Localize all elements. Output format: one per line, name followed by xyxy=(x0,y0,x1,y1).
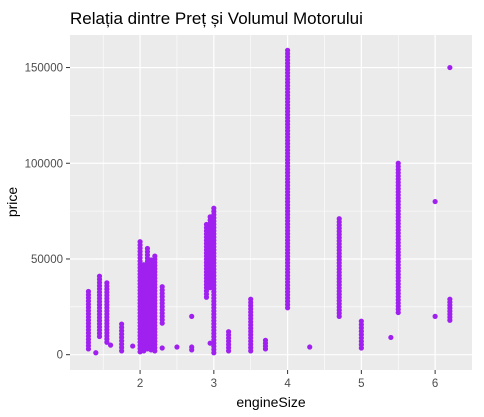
data-point xyxy=(225,329,232,335)
data-point xyxy=(447,64,453,71)
x-tick-label: 2 xyxy=(137,378,143,390)
data-point xyxy=(207,340,213,346)
x-tick-label: 5 xyxy=(358,378,364,390)
x-tick-label: 4 xyxy=(284,378,291,390)
data-point xyxy=(388,334,394,341)
data-point xyxy=(447,296,453,302)
data-point xyxy=(119,321,125,327)
data-point xyxy=(307,344,313,350)
data-points xyxy=(85,47,453,356)
x-tick-label: 6 xyxy=(432,378,438,390)
data-point xyxy=(96,273,103,279)
data-point xyxy=(141,262,147,268)
x-axis-title: engineSize xyxy=(236,394,305,410)
data-point xyxy=(336,216,342,222)
data-point xyxy=(248,296,254,302)
y-tick-label: 100000 xyxy=(25,158,63,170)
data-point xyxy=(107,342,114,348)
data-point xyxy=(130,343,136,349)
y-tick-label: 0 xyxy=(57,350,63,362)
x-tick-label: 3 xyxy=(211,378,217,390)
data-point xyxy=(144,245,151,252)
data-point xyxy=(159,284,165,290)
data-point xyxy=(395,160,401,166)
data-point xyxy=(262,337,269,343)
chart-title: Relația dintre Preț și Volumul Motorului xyxy=(70,9,363,28)
data-point xyxy=(137,239,143,245)
y-tick-label: 50000 xyxy=(31,254,63,266)
data-point xyxy=(432,313,438,319)
data-point xyxy=(159,345,165,351)
data-point xyxy=(152,253,158,259)
y-axis-title: price xyxy=(4,187,20,218)
data-point xyxy=(211,205,217,211)
data-point xyxy=(432,198,438,205)
data-point xyxy=(104,280,110,286)
data-point xyxy=(284,47,291,53)
plot-panel xyxy=(70,35,472,370)
y-tick-label: 150000 xyxy=(25,63,63,75)
data-point xyxy=(189,313,195,319)
axes: 2 3 4 5 6 0 50000 100000 150000 xyxy=(25,63,439,390)
data-point xyxy=(93,350,99,356)
data-point xyxy=(174,344,180,350)
data-point xyxy=(358,318,364,324)
data-point xyxy=(85,288,92,295)
data-point xyxy=(189,344,195,350)
